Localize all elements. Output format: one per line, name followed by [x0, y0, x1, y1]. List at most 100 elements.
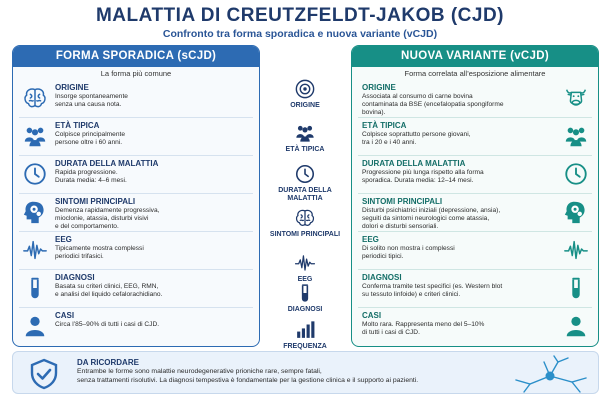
row-label: DIAGNOSI: [362, 273, 402, 282]
axis-item-1: ORIGINE: [262, 78, 348, 110]
row-text: EEG Tipicamente mostra complessi periodic…: [55, 233, 259, 261]
row-divider: [19, 231, 253, 232]
row-description: Molto rara. Rappresenta meno del 5–10% d…: [362, 321, 485, 337]
row-label: CASI: [362, 311, 382, 320]
comparison-axis: ORIGINE ETÀ TIPICA DURATA DELLA MALATTIA SI…: [262, 72, 348, 350]
left-row-7: CASI Circa l’85–90% di tutti i casi di CJ…: [13, 309, 259, 345]
row-description: Rapida progressione. Durata media: 4–6 m…: [55, 169, 127, 185]
row-divider: [358, 193, 592, 194]
head-gears-icon: [562, 198, 590, 226]
axis-label: FREQUENZA: [283, 343, 327, 350]
left-row-2: ETÀ TIPICA Colpisce principalmente person…: [13, 119, 259, 155]
row-divider: [358, 231, 592, 232]
variant-panel: NUOVA VARIANTE (vCJD) Forma correlata al…: [351, 45, 599, 347]
test-tube-icon: [21, 274, 49, 302]
page-title: MALATTIA DI CREUTZFELDT-JAKOB (CJD): [95, 5, 505, 26]
axis-item-4: SINTOMI PRINCIPALI: [262, 207, 348, 239]
axis-label: ETÀ TIPICA: [285, 146, 325, 153]
left-row-5: EEG Tipicamente mostra complessi periodic…: [13, 233, 259, 269]
axis-label: DURATA DELLA MALATTIA: [278, 187, 332, 202]
row-description: Circa l’85–90% di tutti i casi di CJD.: [55, 321, 160, 328]
row-description: Tipicamente mostra complessi periodici t…: [55, 245, 144, 261]
row-text: DIAGNOSI Conferma tramite test specifici …: [352, 271, 556, 299]
left-row-1: ORIGINE Insorge spontaneamente senza una …: [13, 81, 259, 117]
row-description: Demenza rapidamente progressiva, mioclon…: [55, 207, 160, 231]
row-divider: [358, 269, 592, 270]
row-label: SINTOMI PRINCIPALI: [55, 197, 136, 206]
reminder-box: DA RICORDARE Entrambe le forme sono mala…: [12, 351, 599, 394]
right-row-5: EEG Di solito non mostra i complessi peri…: [352, 233, 598, 269]
axis-item-6: DIAGNOSI: [262, 282, 348, 314]
people-icon: [562, 122, 590, 150]
row-divider: [19, 117, 253, 118]
right-row-7: CASI Molto rara. Rappresenta meno del 5–1…: [352, 309, 598, 345]
page-subtitle: Confronto tra forma sporadica e nuova va…: [162, 28, 438, 40]
row-label: EEG: [55, 235, 72, 244]
row-text: DIAGNOSI Basata su criteri clinici, EEG, …: [55, 271, 259, 299]
row-text: DURATA DELLA MALATTIA Progressione più lu…: [352, 157, 556, 185]
row-divider: [358, 155, 592, 156]
axis-item-3: DURATA DELLA MALATTIA: [262, 163, 348, 203]
right-row-6: DIAGNOSI Conferma tramite test specifici …: [352, 271, 598, 307]
left-row-4: SINTOMI PRINCIPALI Demenza rapidamente pr…: [13, 195, 259, 231]
row-description: Insorge spontaneamente senza una causa n…: [55, 93, 128, 109]
row-description: Progressione più lunga rispetto alla for…: [362, 169, 484, 185]
row-divider: [358, 117, 592, 118]
bar-chart-icon: [294, 319, 316, 341]
row-label: DURATA DELLA MALATTIA: [55, 159, 159, 168]
shield-check-icon: [30, 358, 58, 390]
reminder-title: DA RICORDARE: [77, 358, 139, 367]
people-icon: [294, 122, 316, 144]
reminder-text: Entrambe le forme sono malattie neurodeg…: [77, 368, 419, 384]
eeg-wave-icon: [294, 252, 316, 274]
row-label: ORIGINE: [55, 83, 89, 92]
row-description: Associata al consumo di carne bovina con…: [362, 93, 504, 117]
axis-label: ORIGINE: [290, 102, 320, 109]
left-row-3: DURATA DELLA MALATTIA Rapida progressione…: [13, 157, 259, 193]
axis-item-7: FREQUENZA: [262, 319, 348, 351]
variant-panel-title: NUOVA VARIANTE (vCJD): [352, 46, 598, 67]
clock-icon: [294, 163, 316, 185]
row-label: EEG: [362, 235, 379, 244]
cow-icon: [562, 84, 590, 112]
row-text: ORIGINE Insorge spontaneamente senza una …: [55, 81, 259, 109]
row-text: ORIGINE Associata al consumo di carne bov…: [352, 81, 556, 118]
neuron-icon: [515, 355, 587, 393]
sporadic-panel-title: FORMA SPORADICA (sCJD): [13, 46, 259, 67]
row-text: EEG Di solito non mostra i complessi peri…: [352, 233, 556, 261]
people-icon: [21, 122, 49, 150]
row-label: ETÀ TIPICA: [55, 121, 100, 130]
row-text: DURATA DELLA MALATTIA Rapida progressione…: [55, 157, 259, 185]
person-icon: [21, 312, 49, 340]
row-divider: [358, 307, 592, 308]
right-row-2: ETÀ TIPICA Colpisce soprattutto persone g…: [352, 119, 598, 155]
brain-icon: [21, 84, 49, 112]
eeg-wave-icon: [21, 236, 49, 264]
row-description: Disturbi psichiatrici iniziali (depressi…: [362, 207, 501, 231]
head-gears-icon: [21, 198, 49, 226]
row-divider: [19, 155, 253, 156]
variant-panel-subtitle: Forma correlata all’esposizione alimenta…: [404, 69, 546, 78]
axis-item-5: EEG: [262, 252, 348, 284]
row-label: ETÀ TIPICA: [362, 121, 407, 130]
row-text: CASI Circa l’85–90% di tutti i casi di CJ…: [55, 309, 259, 329]
eeg-wave-icon: [562, 236, 590, 264]
row-description: Colpisce soprattutto persone giovani, tr…: [362, 131, 471, 147]
row-label: ORIGINE: [362, 83, 396, 92]
clock-icon: [562, 160, 590, 188]
row-divider: [19, 269, 253, 270]
row-text: CASI Molto rara. Rappresenta meno del 5–1…: [352, 309, 556, 337]
right-row-4: SINTOMI PRINCIPALI Disturbi psichiatrici …: [352, 195, 598, 231]
row-label: DIAGNOSI: [55, 273, 95, 282]
row-label: SINTOMI PRINCIPALI: [362, 197, 443, 206]
row-divider: [19, 193, 253, 194]
sporadic-panel: FORMA SPORADICA (sCJD) La forma più comu…: [12, 45, 260, 347]
row-label: CASI: [55, 311, 75, 320]
axis-label: EEG: [297, 276, 313, 283]
row-description: Colpisce principalmente persone oltre i …: [55, 131, 126, 147]
row-text: SINTOMI PRINCIPALI Demenza rapidamente pr…: [55, 195, 259, 232]
person-icon: [562, 312, 590, 340]
right-row-1: ORIGINE Associata al consumo di carne bov…: [352, 81, 598, 117]
brain-icon: [294, 207, 316, 229]
row-description: Di solito non mostra i complessi periodi…: [362, 245, 455, 261]
